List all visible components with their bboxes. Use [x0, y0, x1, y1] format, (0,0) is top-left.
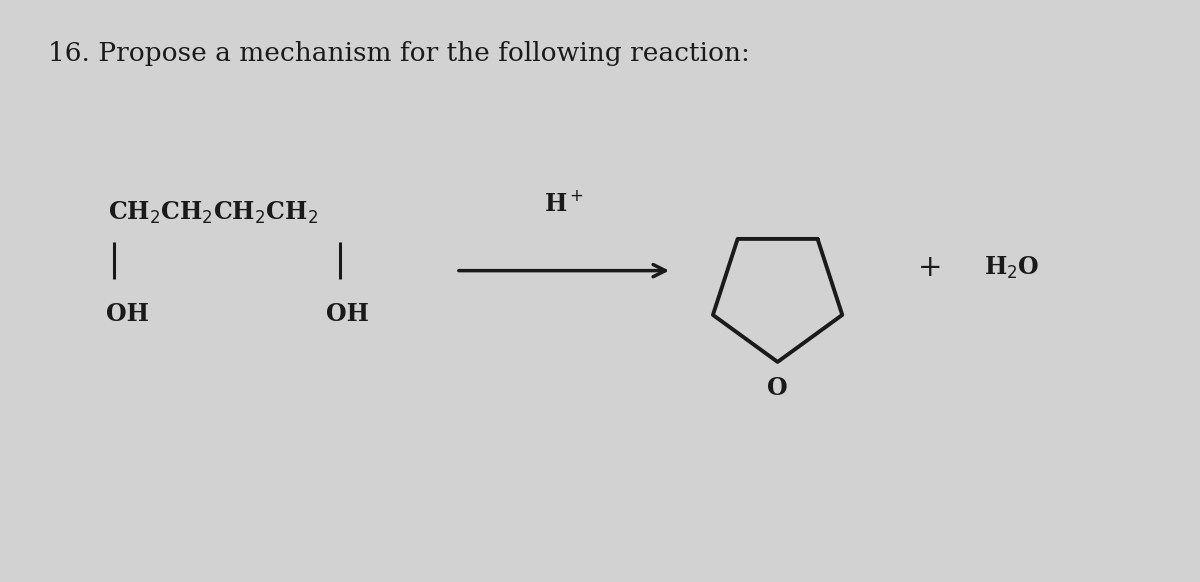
Text: H$_2$O: H$_2$O [984, 254, 1039, 281]
Text: CH$_2$CH$_2$CH$_2$CH$_2$: CH$_2$CH$_2$CH$_2$CH$_2$ [108, 199, 318, 226]
Text: H$^+$: H$^+$ [544, 191, 584, 216]
Text: OH: OH [106, 302, 149, 327]
Text: +: + [918, 254, 942, 282]
Text: OH: OH [326, 302, 370, 327]
Text: 16. Propose a mechanism for the following reaction:: 16. Propose a mechanism for the followin… [48, 41, 750, 66]
Text: O: O [767, 376, 788, 400]
